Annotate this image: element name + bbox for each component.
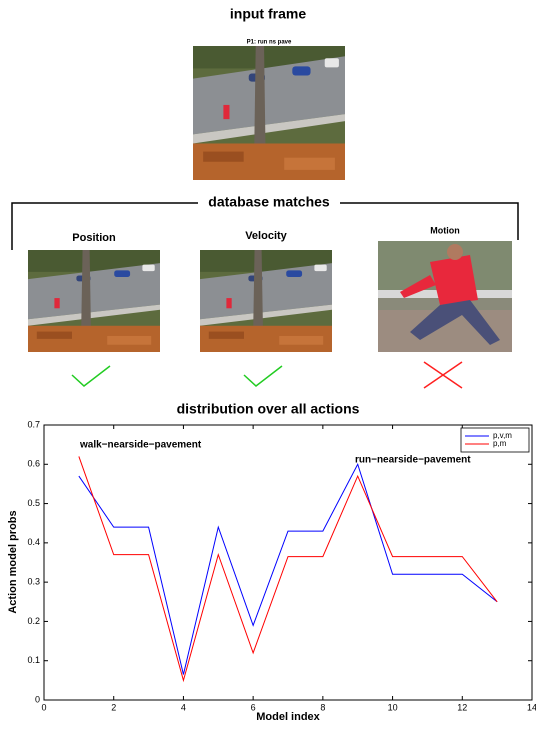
page: {"figure": {"input_title": "input frame"…	[0, 0, 536, 724]
plot-frame	[44, 425, 532, 700]
y-tick-label: 0.1	[27, 655, 40, 665]
y-tick-label: 0.5	[27, 498, 40, 508]
check-mark	[72, 366, 110, 386]
position-image	[28, 250, 160, 352]
y-tick-label: 0.7	[27, 419, 40, 429]
y-tick-label: 0.6	[27, 459, 40, 469]
x-tick-label: 6	[251, 702, 256, 712]
match-label: Motion	[430, 225, 460, 235]
motion-image	[378, 241, 512, 352]
x-tick-label: 10	[388, 702, 398, 712]
x-tick-label: 0	[41, 702, 46, 712]
input-frame-image	[193, 38, 345, 180]
matches-title: database matches	[208, 194, 330, 210]
velocity-image	[200, 250, 332, 352]
input-title: input frame	[230, 6, 306, 22]
annotation: run−nearside−pavement	[355, 455, 471, 466]
bracket-right	[340, 203, 518, 240]
y-tick-label: 0.2	[27, 616, 40, 626]
series-line	[79, 464, 497, 674]
x-tick-label: 14	[527, 702, 536, 712]
y-tick-label: 0.4	[27, 537, 40, 547]
frame-caption: P1: run ns pave	[247, 40, 292, 46]
match-label: Position	[72, 232, 116, 244]
annotation: walk−nearside−pavement	[79, 440, 202, 451]
y-tick-label: 0	[35, 694, 40, 704]
check-mark	[244, 366, 282, 386]
y-axis-label: Action model probs	[7, 510, 19, 613]
chart-title: distribution over all actions	[177, 401, 360, 417]
x-tick-label: 12	[457, 702, 467, 712]
match-label: Velocity	[245, 230, 287, 242]
x-tick-label: 8	[320, 702, 325, 712]
x-axis-label: Model index	[256, 711, 320, 723]
figure: input frame P1: run ns pave database mat…	[0, 0, 536, 724]
y-tick-label: 0.3	[27, 577, 40, 587]
series-line	[79, 456, 497, 680]
legend-label: p,m	[493, 439, 507, 448]
x-tick-label: 2	[111, 702, 116, 712]
x-tick-label: 4	[181, 702, 186, 712]
